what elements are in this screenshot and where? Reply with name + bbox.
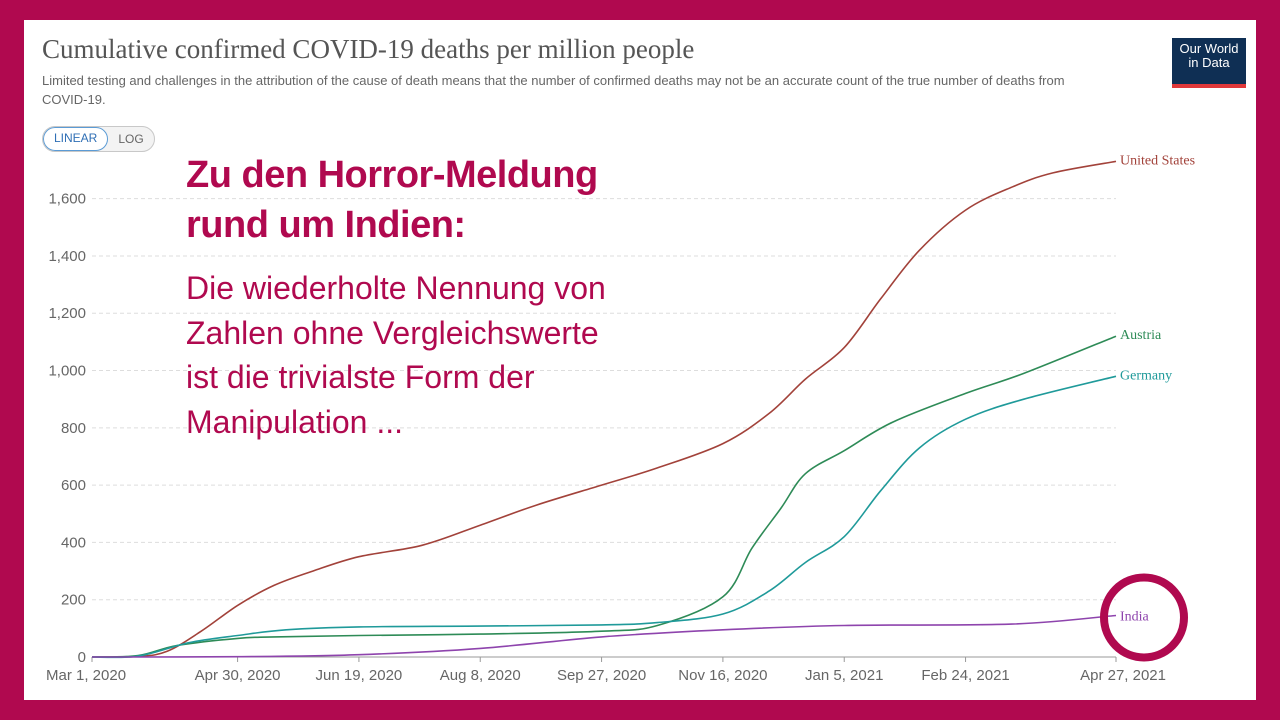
y-tick-label: 400 xyxy=(61,534,86,551)
x-tick-label: Feb 24, 2021 xyxy=(921,667,1009,684)
scale-toggle: LINEAR LOG xyxy=(42,126,155,152)
chart-title: Cumulative confirmed COVID-19 deaths per… xyxy=(42,34,695,64)
commentary-overlay: Zu den Horror-Meldung rund um Indien: Di… xyxy=(186,150,746,444)
y-tick-label: 200 xyxy=(61,592,86,609)
x-tick-label: Sep 27, 2020 xyxy=(557,667,646,684)
logo-line-2: in Data xyxy=(1188,55,1230,70)
linear-scale-button[interactable]: LINEAR xyxy=(43,127,109,151)
y-tick-label: 1,400 xyxy=(48,248,86,265)
x-tick-label: Mar 1, 2020 xyxy=(46,667,126,684)
series-label-austria: Austria xyxy=(1120,328,1162,343)
x-tick-label: Jun 19, 2020 xyxy=(316,667,403,684)
body-line-4: Manipulation ... xyxy=(186,403,404,440)
y-tick-label: 1,600 xyxy=(48,191,86,208)
y-tick-label: 1,200 xyxy=(48,305,86,322)
x-tick-label: Apr 30, 2020 xyxy=(195,667,281,684)
logo-line-1: Our World xyxy=(1179,41,1239,56)
x-tick-label: Aug 8, 2020 xyxy=(440,667,521,684)
series-label-germany: Germany xyxy=(1120,368,1172,383)
y-tick-label: 0 xyxy=(78,649,86,666)
line-chart: 0 200 400 600 800 1,000 1,200 1,400 1,600 Mar 1, … xyxy=(46,153,1195,684)
y-tick-label: 600 xyxy=(61,477,86,494)
series-line-germany xyxy=(91,375,1117,659)
chart-card: Cumulative confirmed COVID-19 deaths per… xyxy=(24,20,1256,700)
y-tick-label: 800 xyxy=(61,420,86,437)
y-tick-label: 1,000 xyxy=(48,363,86,380)
x-tick-label: Apr 27, 2021 xyxy=(1080,667,1166,684)
series-label-united-states: United States xyxy=(1120,153,1195,168)
x-tick-label: Jan 5, 2021 xyxy=(805,667,883,684)
log-scale-button[interactable]: LOG xyxy=(118,132,144,146)
owid-logo[interactable]: Our World in Data xyxy=(1172,38,1246,88)
body-line-1: Die wiederholte Nennung von xyxy=(186,270,606,306)
chart-subtitle: Limited testing and challenges in the at… xyxy=(42,73,1065,107)
headline-line-1: Zu den Horror-Meldung xyxy=(186,154,598,196)
body-line-3: ist die trivialste Form der xyxy=(186,359,535,395)
body-line-2: Zahlen ohne Vergleichswerte xyxy=(186,314,599,351)
series-line-united-states xyxy=(91,160,1117,658)
series-label-india: India xyxy=(1120,609,1150,624)
series-line-india xyxy=(91,614,1117,658)
series-line-austria xyxy=(91,335,1117,658)
highlight-circle xyxy=(1100,573,1188,662)
headline-line-2: rund um Indien: xyxy=(186,204,466,246)
x-tick-label: Nov 16, 2020 xyxy=(678,667,767,684)
